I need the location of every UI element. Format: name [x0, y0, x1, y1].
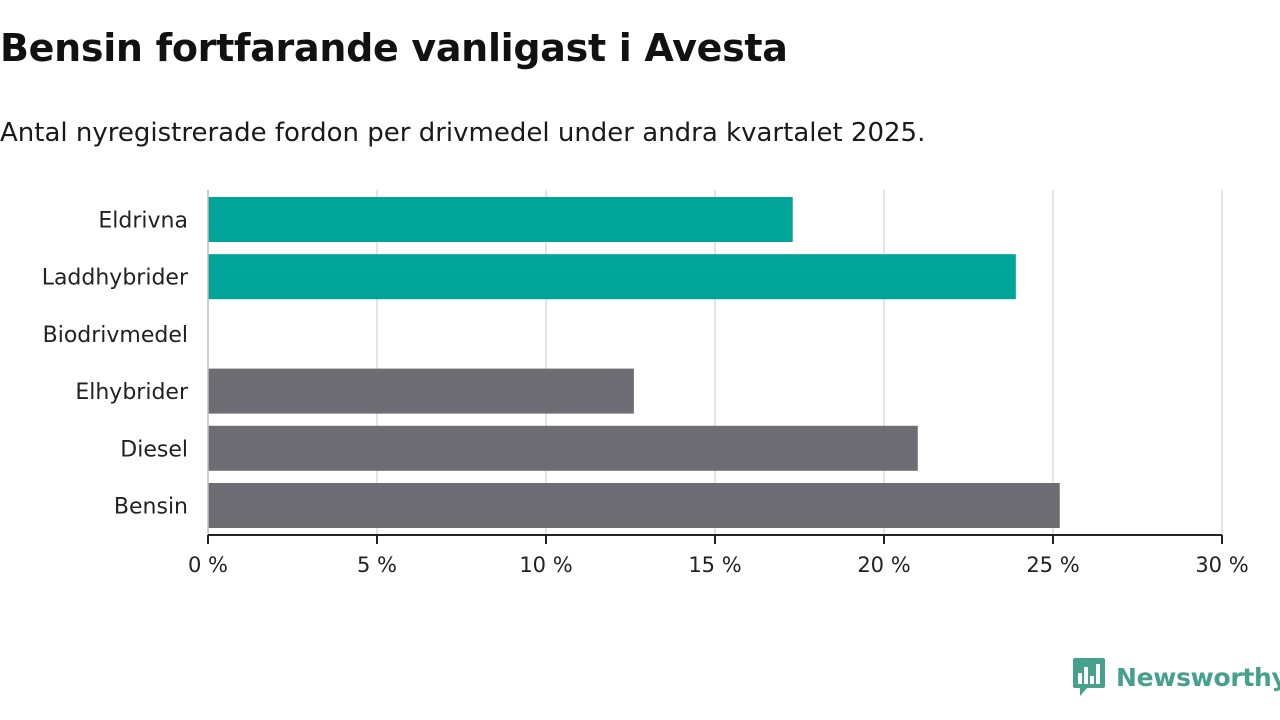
bar-elhybrider	[208, 368, 634, 414]
x-tick-label: 30 %	[1195, 553, 1248, 577]
bar-chart-speech-bubble-icon	[1073, 658, 1105, 696]
bar-laddhybrider	[208, 254, 1016, 300]
category-label: Diesel	[120, 437, 188, 462]
gridlines	[376, 190, 1223, 535]
chart-subtitle: Antal nyregistrerade fordon per drivmede…	[0, 118, 926, 148]
x-tick-label: 25 %	[1026, 553, 1079, 577]
x-tick-label: 0 %	[188, 553, 228, 577]
newsworthy-logo[interactable]: Newsworthy	[1072, 655, 1280, 699]
chart-title: Bensin fortfarande vanligast i Avesta	[0, 26, 788, 70]
category-labels: Eldrivna Laddhybrider Biodrivmedel Elhybrid…	[42, 209, 189, 520]
category-label: Elhybrider	[75, 380, 189, 405]
bars	[208, 197, 1060, 528]
category-label: Laddhybrider	[42, 266, 189, 291]
category-label: Biodrivmedel	[43, 323, 188, 348]
bar-bensin	[208, 483, 1060, 528]
bar-diesel	[208, 425, 918, 471]
x-tick-label: 20 %	[857, 553, 910, 577]
brand-name: Newsworthy	[1116, 662, 1280, 692]
bar-eldrivna	[208, 197, 793, 242]
x-tick-label: 10 %	[519, 553, 572, 577]
category-label: Eldrivna	[98, 209, 188, 234]
x-tick-label: 5 %	[357, 553, 397, 577]
x-axis: 0 % 5 % 10 % 15 % 20 % 25 % 30 %	[188, 190, 1249, 577]
category-label: Bensin	[114, 495, 188, 520]
x-tick-label: 15 %	[688, 553, 741, 577]
